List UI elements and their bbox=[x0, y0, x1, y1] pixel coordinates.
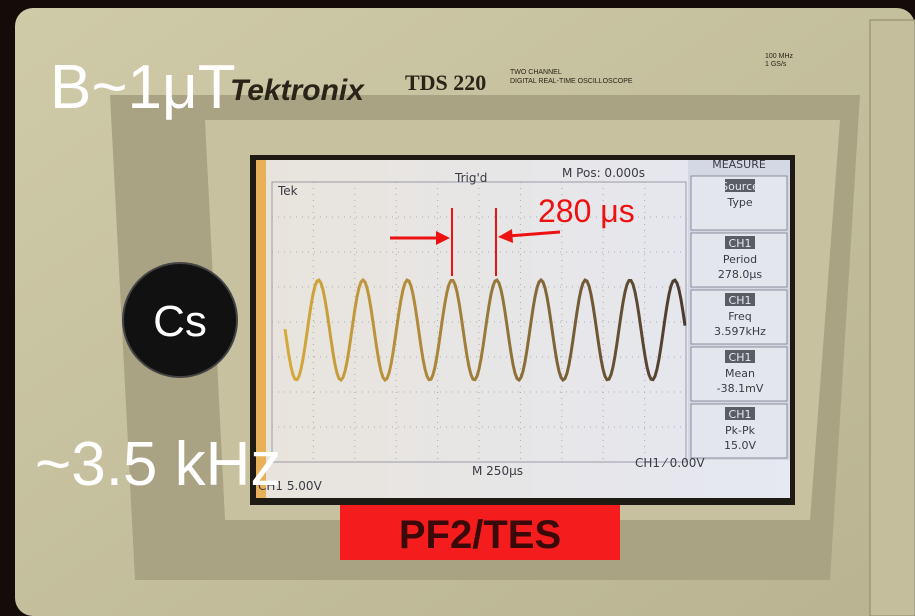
arrow bbox=[507, 230, 561, 238]
menu-chip bbox=[725, 350, 755, 363]
menu-channel: CH1 bbox=[729, 408, 752, 421]
element-badge bbox=[122, 262, 238, 378]
model: TDS 220 bbox=[405, 70, 486, 95]
menu-label: Type bbox=[726, 196, 752, 209]
menu-channel: CH1 bbox=[729, 351, 752, 364]
status: Trig'd bbox=[454, 171, 487, 185]
menu-label: Mean bbox=[725, 367, 755, 380]
menu-chip bbox=[725, 407, 755, 420]
menu-chip bbox=[725, 236, 755, 249]
brand: Tektronix bbox=[230, 74, 365, 107]
screen-glare bbox=[256, 160, 266, 498]
arrow-head bbox=[498, 229, 513, 243]
menu-value: 15.0V bbox=[724, 439, 756, 452]
status: M Pos: 0.000s bbox=[562, 166, 645, 180]
measure-menu: MEASURE Source Type CH1 Period 278.0μs CH1 Fre… bbox=[688, 158, 790, 460]
menu-label: Period bbox=[723, 253, 757, 266]
spec: 100 MHz bbox=[765, 53, 794, 60]
device-branding: Tektronix TDS 220 TWO CHANNEL DIGITAL RE… bbox=[230, 53, 794, 107]
status: Tek bbox=[277, 184, 298, 198]
label-text: PF2/TES bbox=[399, 513, 561, 557]
menu-chip bbox=[725, 179, 755, 192]
status-bar: Tek Trig'd M Pos: 0.000s bbox=[277, 166, 645, 198]
menu-chip bbox=[725, 293, 755, 306]
description: TWO CHANNEL bbox=[510, 69, 562, 76]
menu-value: 278.0μs bbox=[718, 268, 762, 281]
footer: CH1 5.00V bbox=[258, 479, 323, 493]
label-tape bbox=[340, 505, 620, 560]
menu-value: 3.597kHz bbox=[714, 325, 766, 338]
waveform bbox=[283, 277, 687, 383]
description: DIGITAL REAL-TIME OSCILLOSCOPE bbox=[510, 78, 633, 85]
menu-label: Freq bbox=[728, 310, 752, 323]
graticule bbox=[271, 181, 687, 463]
side-panel bbox=[869, 19, 915, 616]
menu-channel: CH1 bbox=[729, 294, 752, 307]
menu-title: MEASURE bbox=[712, 158, 766, 171]
footer-bar: CH1 5.00V M 250μs CH1 ⁄ 0.00V bbox=[258, 456, 705, 493]
interval-annotation: 280 μs bbox=[390, 193, 635, 276]
menu-channel: CH1 bbox=[729, 237, 752, 250]
spec: 1 GS/s bbox=[765, 61, 787, 68]
interval-label: 280 μs bbox=[538, 193, 635, 229]
menu-value: -38.1mV bbox=[717, 382, 764, 395]
footer: M 250μs bbox=[472, 464, 523, 478]
footer: CH1 ⁄ 0.00V bbox=[635, 456, 705, 470]
frequency-label: ~3.5 kHz bbox=[35, 430, 281, 499]
arrow-head bbox=[436, 231, 450, 245]
field-label: B~1μT bbox=[50, 53, 236, 122]
element-label: Cs bbox=[153, 297, 207, 346]
menu-label: Pk-Pk bbox=[725, 424, 756, 437]
menu-channel: Source bbox=[721, 180, 759, 193]
